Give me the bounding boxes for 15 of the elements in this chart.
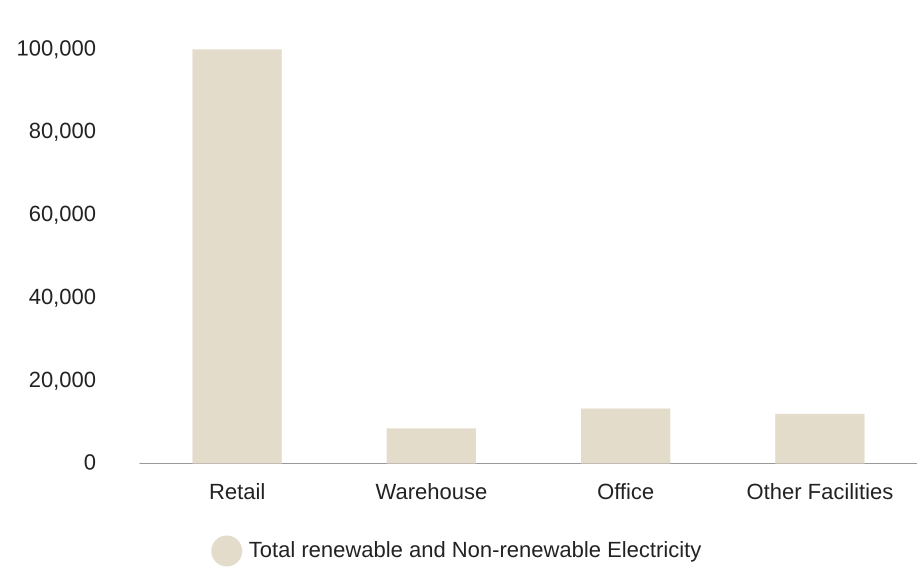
x-tick-label: Warehouse <box>376 478 488 504</box>
bar <box>580 408 670 464</box>
y-tick-label: 100,000 <box>16 35 96 60</box>
y-tick-label: 40,000 <box>28 284 96 309</box>
y-tick-label: 20,000 <box>28 366 96 392</box>
bar <box>386 428 476 464</box>
x-tick-label: Other Facilities <box>746 478 894 504</box>
bar <box>192 49 282 464</box>
y-tick-label: 60,000 <box>28 201 96 226</box>
y-tick-label: 80,000 <box>28 118 96 144</box>
x-tick-label: Office <box>597 478 654 504</box>
legend-label: Total renewable and Non-renewable Electricity <box>248 537 702 562</box>
x-tick-label: Retail <box>209 478 266 504</box>
bar <box>775 414 865 464</box>
y-tick-label: 0 <box>84 450 96 475</box>
